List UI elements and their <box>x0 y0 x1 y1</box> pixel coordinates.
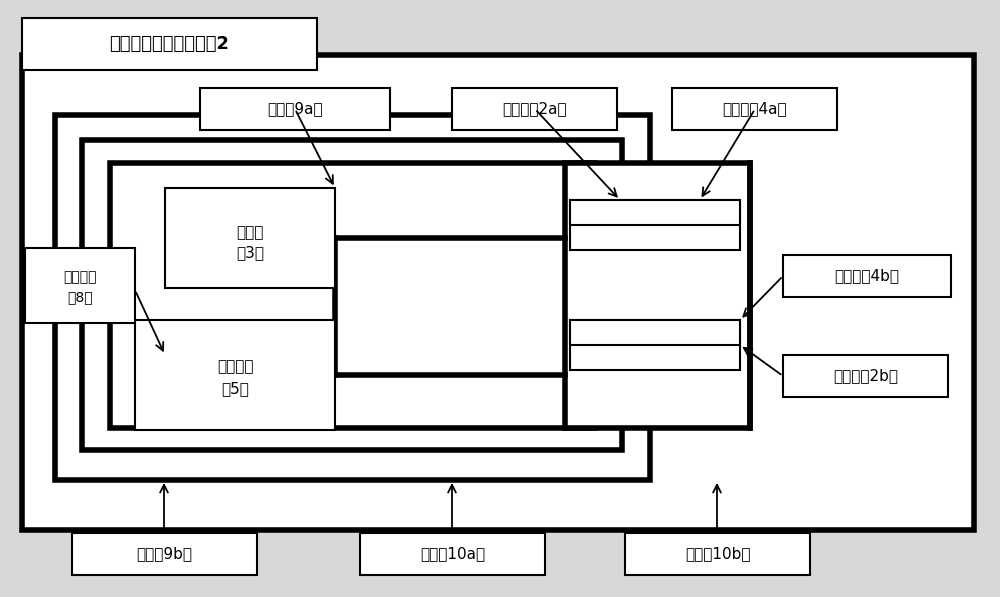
Bar <box>783 255 951 297</box>
Bar <box>165 188 335 288</box>
Bar <box>570 320 740 345</box>
Bar <box>72 533 257 575</box>
Bar <box>625 533 810 575</box>
Text: 发光部「2a」: 发光部「2a」 <box>502 101 567 116</box>
Text: 传输路径: 传输路径 <box>63 270 97 285</box>
Text: 传感器「4b」: 传感器「4b」 <box>834 269 900 284</box>
Bar <box>672 88 837 130</box>
Bar <box>360 533 545 575</box>
Text: 「8」: 「8」 <box>67 291 93 304</box>
Bar <box>25 248 135 323</box>
Text: 「3」: 「3」 <box>236 245 264 260</box>
Bar <box>82 140 622 450</box>
Bar <box>570 200 740 250</box>
Text: 发光部「2b」: 发光部「2b」 <box>833 368 898 383</box>
Text: 供电部: 供电部 <box>236 226 264 241</box>
Text: 控制装置: 控制装置 <box>217 359 253 374</box>
Bar <box>135 320 335 430</box>
Bar <box>22 55 974 530</box>
Text: 传感器「4a」: 传感器「4a」 <box>722 101 787 116</box>
Bar <box>55 115 650 480</box>
Bar <box>570 200 740 225</box>
Text: 电缆「9b」: 电缆「9b」 <box>136 546 192 562</box>
Bar <box>570 320 740 370</box>
Text: 电缆「10b」: 电缆「10b」 <box>685 546 750 562</box>
Bar <box>783 355 948 397</box>
Bar <box>452 88 617 130</box>
Text: 电缆「10a」: 电缆「10a」 <box>420 546 485 562</box>
Text: 电缆「9a」: 电缆「9a」 <box>267 101 323 116</box>
Bar <box>565 163 750 428</box>
Bar <box>200 88 390 130</box>
Bar <box>22 18 317 70</box>
Text: 「5」: 「5」 <box>221 381 249 396</box>
Bar <box>110 163 595 428</box>
Text: 特定紫外线照射装置－2: 特定紫外线照射装置－2 <box>110 35 230 53</box>
